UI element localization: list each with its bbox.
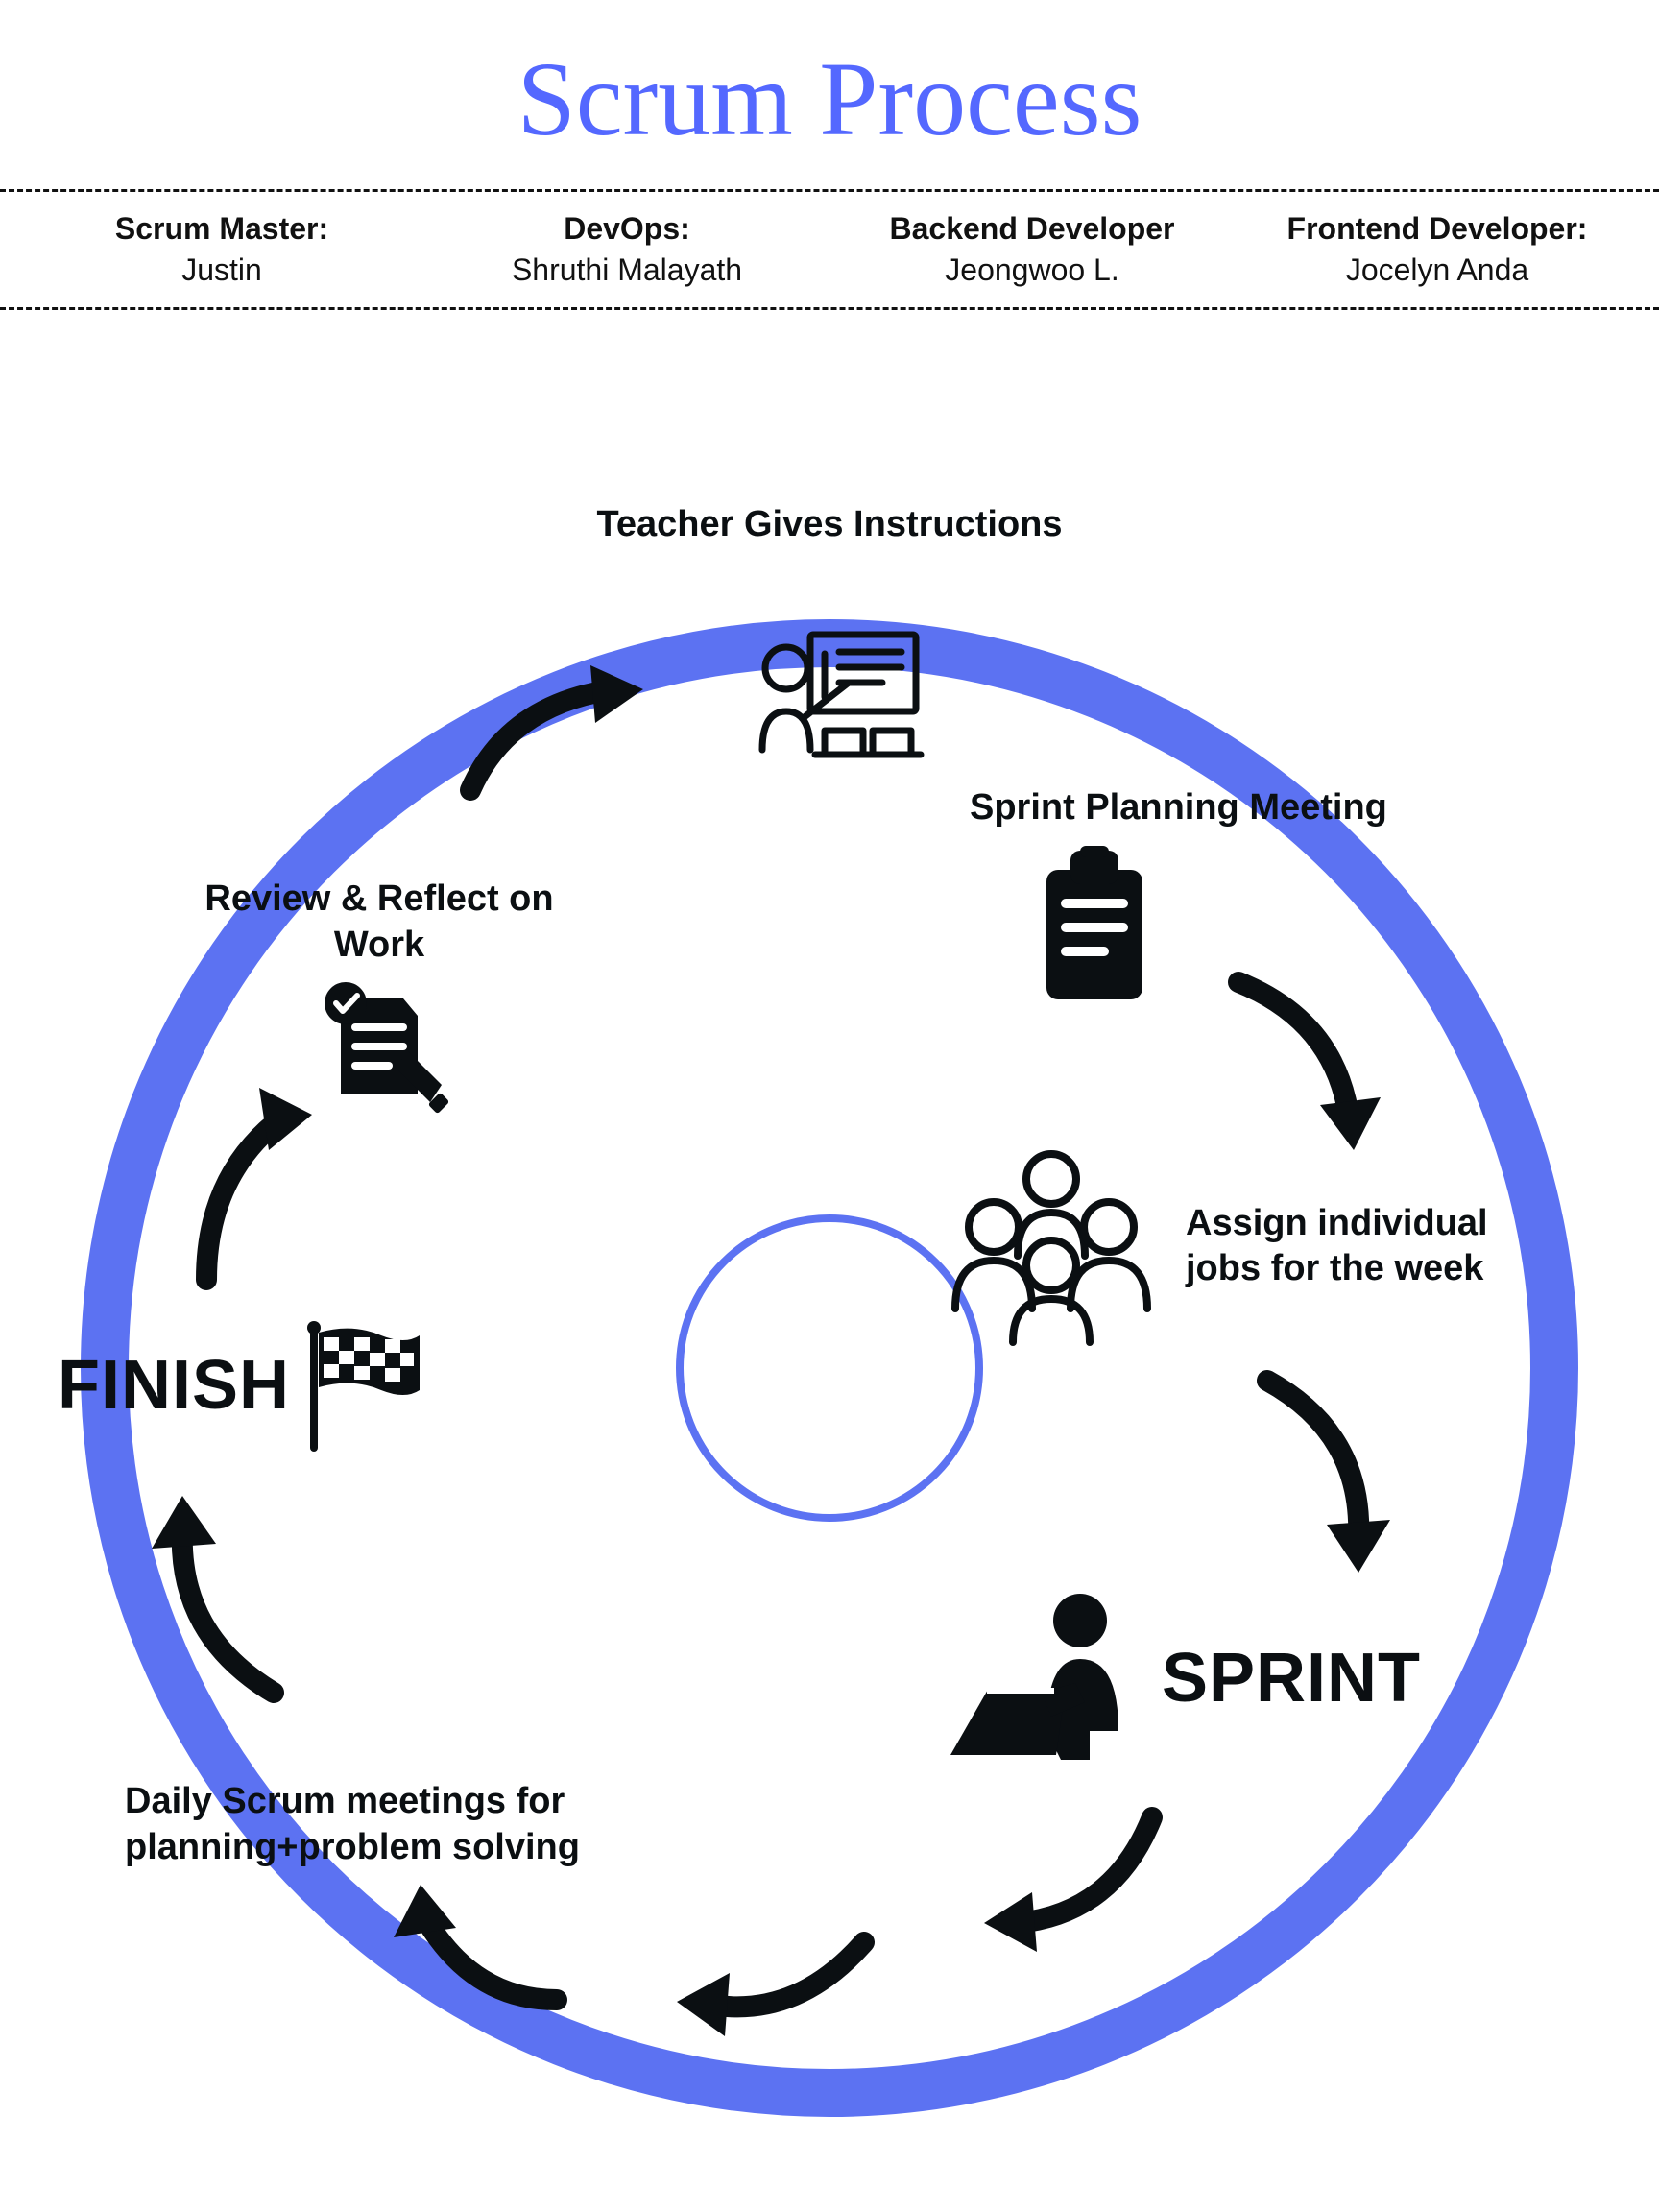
role-name: Shruthi Malayath bbox=[424, 252, 830, 288]
role-label: Backend Developer bbox=[830, 211, 1235, 247]
arrow-icon bbox=[1229, 1366, 1402, 1577]
step-finish: FINISH bbox=[58, 1318, 538, 1453]
inner-ring bbox=[676, 1214, 983, 1522]
role-name: Jeongwoo L. bbox=[830, 252, 1235, 288]
arrow-icon bbox=[149, 1491, 312, 1712]
step-daily: Daily Scrum meetings for planning+proble… bbox=[125, 1779, 720, 1870]
step-assign: Assign individual jobs for the week bbox=[941, 1145, 1555, 1347]
step-review: Review & Reflect on Work bbox=[163, 877, 595, 1118]
role-name: Justin bbox=[19, 252, 424, 288]
role-label: Scrum Master: bbox=[19, 211, 424, 247]
arrow-icon bbox=[178, 1088, 331, 1299]
role-bar: Scrum Master: Justin DevOps: Shruthi Mal… bbox=[0, 189, 1659, 310]
role-devops: DevOps: Shruthi Malayath bbox=[424, 211, 830, 288]
laptop-person-icon bbox=[941, 1587, 1142, 1769]
step-label: Assign individual jobs for the week bbox=[1186, 1201, 1531, 1292]
people-group-icon bbox=[941, 1145, 1162, 1347]
step-sprint: SPRINT bbox=[941, 1587, 1594, 1769]
arrow-icon bbox=[384, 1885, 576, 2038]
arrow-icon bbox=[1210, 963, 1382, 1155]
arrow-icon bbox=[451, 665, 662, 809]
role-scrum-master: Scrum Master: Justin bbox=[19, 211, 424, 288]
arrow-icon bbox=[672, 1913, 883, 2048]
step-label: FINISH bbox=[58, 1346, 290, 1425]
role-frontend: Frontend Developer: Jocelyn Anda bbox=[1235, 211, 1640, 288]
step-label: Sprint Planning Meeting bbox=[970, 785, 1450, 831]
teacher-icon bbox=[733, 625, 926, 788]
checkered-flag-icon bbox=[300, 1318, 424, 1453]
role-label: DevOps: bbox=[424, 211, 830, 247]
page-title: Scrum Process bbox=[0, 0, 1659, 189]
step-label: Review & Reflect on Work bbox=[163, 877, 595, 968]
clipboard-icon bbox=[1027, 846, 1162, 1009]
arrow-icon bbox=[979, 1798, 1171, 1952]
step-label: Teacher Gives Instructions bbox=[493, 502, 1166, 548]
role-name: Jocelyn Anda bbox=[1235, 252, 1640, 288]
step-label: Daily Scrum meetings for planning+proble… bbox=[125, 1779, 720, 1870]
role-backend: Backend Developer Jeongwoo L. bbox=[830, 211, 1235, 288]
role-label: Frontend Developer: bbox=[1235, 211, 1640, 247]
scrum-cycle-diagram: Teacher Gives Instructions bbox=[0, 310, 1659, 2134]
step-label: SPRINT bbox=[1162, 1639, 1421, 1718]
